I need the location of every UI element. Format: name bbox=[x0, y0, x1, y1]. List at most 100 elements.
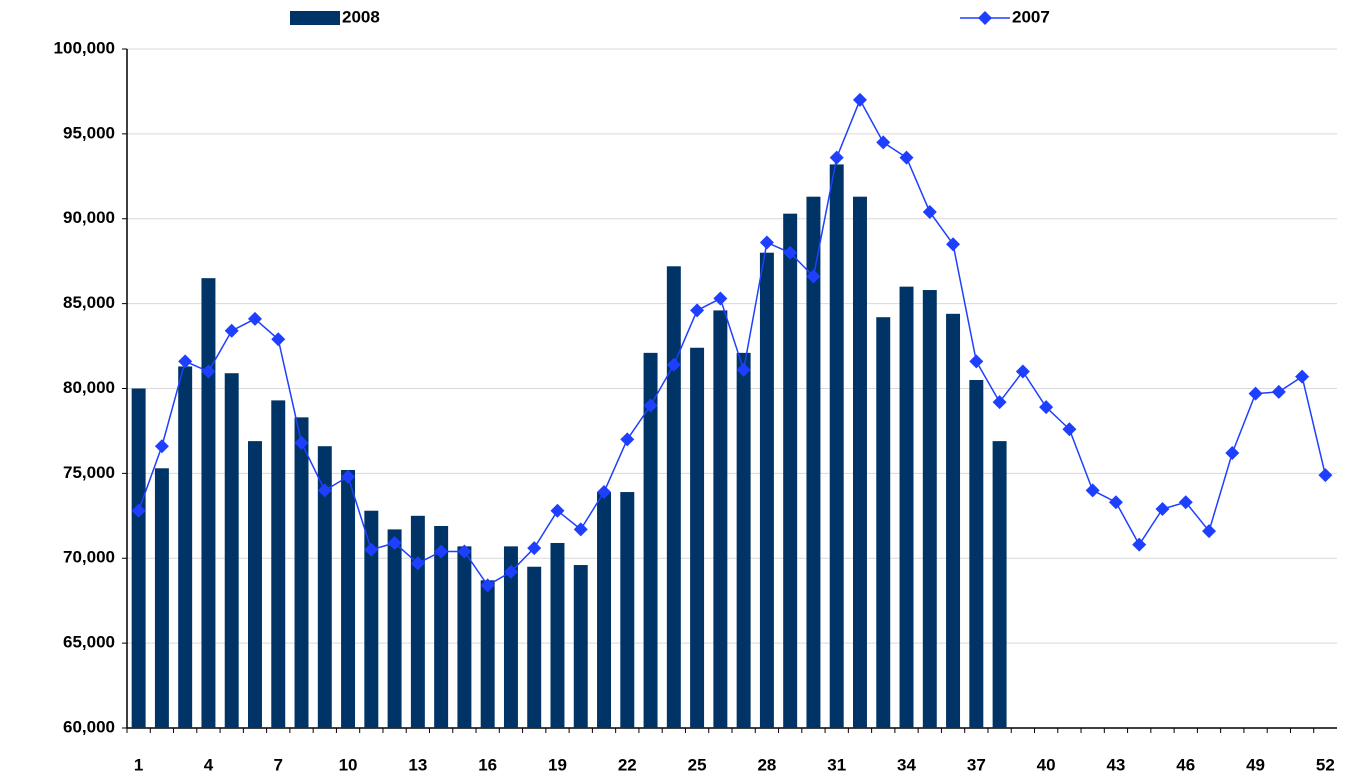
marker bbox=[1155, 502, 1170, 517]
marker bbox=[992, 395, 1007, 410]
bar bbox=[224, 373, 239, 728]
marker bbox=[457, 544, 472, 559]
x-tick-label: 43 bbox=[1106, 755, 1125, 774]
marker bbox=[713, 291, 728, 306]
marker bbox=[154, 439, 169, 454]
x-tick-label: 37 bbox=[967, 755, 986, 774]
bar bbox=[666, 266, 681, 728]
bar bbox=[364, 510, 379, 728]
marker bbox=[247, 311, 262, 326]
marker bbox=[597, 485, 612, 500]
y-tick-label: 75,000 bbox=[63, 463, 115, 482]
x-tick-label: 13 bbox=[408, 755, 427, 774]
marker bbox=[1271, 384, 1286, 399]
marker bbox=[1108, 495, 1123, 510]
marker bbox=[1178, 495, 1193, 510]
marker bbox=[690, 303, 705, 318]
marker bbox=[271, 332, 286, 347]
bar bbox=[131, 388, 146, 728]
marker bbox=[317, 483, 332, 498]
bar bbox=[480, 580, 495, 728]
x-tick-label: 52 bbox=[1316, 755, 1335, 774]
x-tick-label: 49 bbox=[1246, 755, 1265, 774]
x-tick-label: 25 bbox=[688, 755, 707, 774]
bar bbox=[969, 380, 984, 728]
bar bbox=[410, 515, 425, 728]
bar bbox=[550, 542, 565, 728]
y-tick-label: 70,000 bbox=[63, 548, 115, 567]
y-tick-label: 80,000 bbox=[63, 378, 115, 397]
marker bbox=[1062, 422, 1077, 437]
y-tick-label: 100,000 bbox=[54, 38, 115, 57]
marker bbox=[224, 323, 239, 338]
x-tick-label: 10 bbox=[339, 755, 358, 774]
bar bbox=[922, 290, 937, 728]
x-tick-label: 1 bbox=[134, 755, 143, 774]
marker bbox=[806, 269, 821, 284]
marker bbox=[946, 237, 961, 252]
bar bbox=[527, 566, 542, 728]
marker bbox=[573, 522, 588, 537]
marker bbox=[410, 556, 425, 571]
bar bbox=[783, 213, 798, 729]
bar bbox=[597, 492, 611, 728]
marker bbox=[1318, 468, 1333, 483]
bar bbox=[829, 164, 844, 728]
marker bbox=[852, 92, 867, 107]
marker bbox=[666, 357, 681, 372]
bar bbox=[620, 492, 635, 728]
bar bbox=[853, 196, 867, 728]
marker bbox=[131, 503, 146, 518]
marker bbox=[364, 542, 379, 557]
marker bbox=[783, 245, 798, 260]
marker bbox=[550, 503, 565, 518]
y-tick-label: 90,000 bbox=[63, 208, 115, 227]
marker bbox=[1225, 446, 1240, 461]
bar bbox=[201, 278, 216, 728]
marker bbox=[759, 235, 774, 250]
marker bbox=[1085, 483, 1100, 498]
bar bbox=[178, 366, 193, 728]
marker bbox=[643, 398, 658, 413]
x-tick-label: 19 bbox=[548, 755, 567, 774]
bar bbox=[271, 400, 286, 728]
bar bbox=[387, 529, 402, 728]
y-tick-label: 65,000 bbox=[63, 633, 115, 652]
marker bbox=[387, 535, 402, 550]
y-tick-label: 85,000 bbox=[63, 293, 115, 312]
x-tick-label: 40 bbox=[1037, 755, 1056, 774]
x-tick-label: 34 bbox=[897, 755, 916, 774]
marker bbox=[434, 544, 449, 559]
legend-swatch bbox=[290, 11, 340, 25]
x-tick-label: 4 bbox=[204, 755, 214, 774]
bar bbox=[946, 313, 961, 728]
bar bbox=[341, 469, 356, 728]
marker bbox=[969, 354, 984, 369]
marker bbox=[1132, 537, 1147, 552]
bar bbox=[992, 441, 1007, 728]
x-tick-label: 22 bbox=[618, 755, 637, 774]
marker bbox=[1248, 386, 1263, 401]
y-tick-label: 60,000 bbox=[63, 717, 115, 736]
marker bbox=[480, 578, 495, 593]
x-tick-label: 31 bbox=[827, 755, 846, 774]
marker bbox=[1015, 364, 1030, 379]
marker bbox=[620, 432, 635, 447]
y-tick-label: 95,000 bbox=[63, 123, 115, 142]
marker bbox=[503, 564, 518, 579]
bar bbox=[457, 546, 472, 728]
x-tick-label: 28 bbox=[757, 755, 776, 774]
marker bbox=[201, 364, 216, 379]
legend-marker bbox=[978, 11, 992, 25]
legend-label: 2007 bbox=[1012, 7, 1050, 26]
marker bbox=[876, 135, 891, 150]
x-tick-label: 46 bbox=[1176, 755, 1195, 774]
marker bbox=[527, 541, 542, 556]
marker bbox=[341, 469, 356, 484]
bar bbox=[294, 417, 309, 728]
marker bbox=[922, 204, 937, 219]
bar bbox=[317, 446, 332, 728]
bar bbox=[759, 252, 774, 728]
marker bbox=[829, 150, 844, 165]
x-tick-label: 7 bbox=[274, 755, 283, 774]
